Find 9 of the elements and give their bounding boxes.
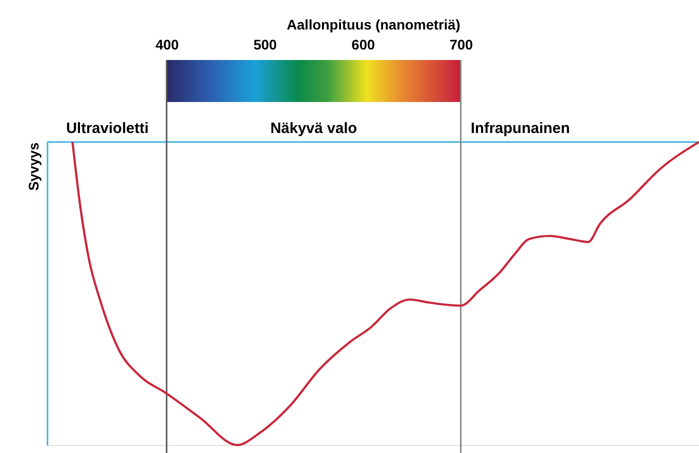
x-tick-label: 400 — [155, 36, 180, 52]
text: Näkyvä valo — [270, 120, 358, 137]
x-axis-title: Aallonpituus (nanometriä) — [286, 16, 460, 32]
x-tick-label: 600 — [352, 36, 376, 52]
x-tick-label: 500 — [253, 36, 278, 52]
text: Ultravioletti — [66, 120, 149, 137]
text: Infrapunainen — [470, 120, 570, 137]
x-tick-label: 700 — [450, 36, 474, 52]
y-axis-title: Syvyys — [26, 142, 42, 191]
